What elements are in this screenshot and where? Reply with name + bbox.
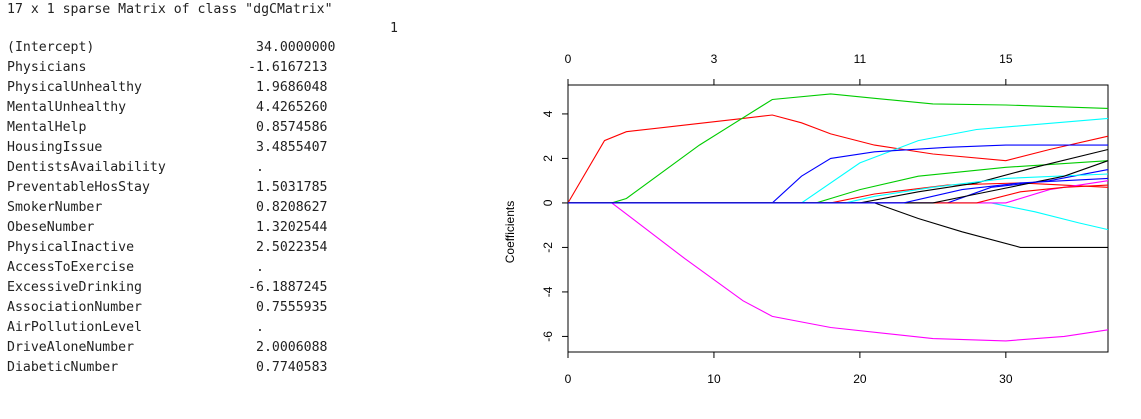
row-name: Physicians [7,60,87,75]
row-value: 3.4855407 [256,140,328,155]
row-name: SmokerNumber [7,200,103,215]
series-line-4 [568,117,1109,204]
row-name: ObeseNumber [7,220,95,235]
series-line-14 [568,184,1109,204]
y-tick-label: -6 [541,331,555,342]
series-line-5 [568,144,1108,204]
row-value: 4.4265260 [256,100,328,115]
y-tick-label: -2 [541,242,555,253]
console-output: 17 x 1 sparse Matrix of class "dgCMatrix… [0,0,500,415]
row-value: 0.8208627 [256,200,328,215]
x-tick-label: 10 [707,372,721,386]
series-line-11 [568,169,1109,204]
row-value: -1.6167213 [248,60,328,75]
y-tick-label: -4 [541,286,555,297]
series-line-8 [568,182,1109,204]
row-name: PreventableHosStay [7,180,150,195]
row-name: AccessToExercise [7,260,135,275]
y-tick-label: 0 [541,199,555,206]
column-label: 1 [390,21,398,36]
row-name: ExcessiveDrinking [7,280,142,295]
row-name: (Intercept) [7,40,95,55]
series-line-16 [568,177,1109,204]
top-tick-label: 15 [999,52,1013,66]
row-value: 0.8574586 [256,120,328,135]
row-value: 1.9686048 [256,80,328,95]
row-value: . [256,260,264,275]
top-tick-label: 0 [565,52,572,66]
x-tick-label: 30 [999,372,1013,386]
series-line-3 [568,202,1109,342]
top-tick-label: 3 [711,52,718,66]
row-value: 34.0000000 [256,40,336,55]
row-name: HousingIssue [7,140,103,155]
series-line-1 [567,114,1109,204]
row-value: 1.5031785 [256,180,328,195]
y-tick-label: 4 [541,110,555,117]
coefficient-path-chart: Coefficients 0 10 20 30 0 3 11 15 -6 -4 -2 0 2 4 [503,52,1109,386]
series-line-9 [568,202,1109,231]
y-tick-label: 2 [541,155,555,162]
row-value: . [256,320,264,335]
row-name: DentistsAvailability [7,160,166,175]
row-value: 0.7740583 [256,360,328,375]
row-name: PhysicalUnhealthy [7,80,142,95]
x-tick-label: 0 [565,372,572,386]
row-value: . [256,160,264,175]
top-tick-label: 11 [854,52,867,66]
plot-area: Coefficients 0 10 20 30 0 3 11 15 -6 -4 -2 0 2 4 [500,0,1141,415]
row-name: PhysicalInactive [7,240,135,255]
row-name: AssociationNumber [7,300,142,315]
row-value: 2.0006088 [256,340,328,355]
row-name: MentalUnhealthy [7,100,127,115]
row-name: MentalHelp [7,120,87,135]
row-value: 2.5022354 [256,240,328,255]
row-value: 0.7555935 [256,300,328,315]
matrix-header: 17 x 1 sparse Matrix of class "dgCMatrix… [7,2,333,17]
row-value: 1.3202544 [256,220,328,235]
row-name: DiabeticNumber [7,360,119,375]
y-axis-label: Coefficients [503,201,517,263]
row-value: -6.1887245 [248,280,328,295]
plot-frame [567,84,1109,353]
x-tick-label: 20 [853,372,867,386]
series-line-6 [568,202,1108,248]
series-line-2 [568,93,1109,204]
row-name: DriveAloneNumber [7,340,135,355]
row-name: AirPollutionLevel [7,320,142,335]
